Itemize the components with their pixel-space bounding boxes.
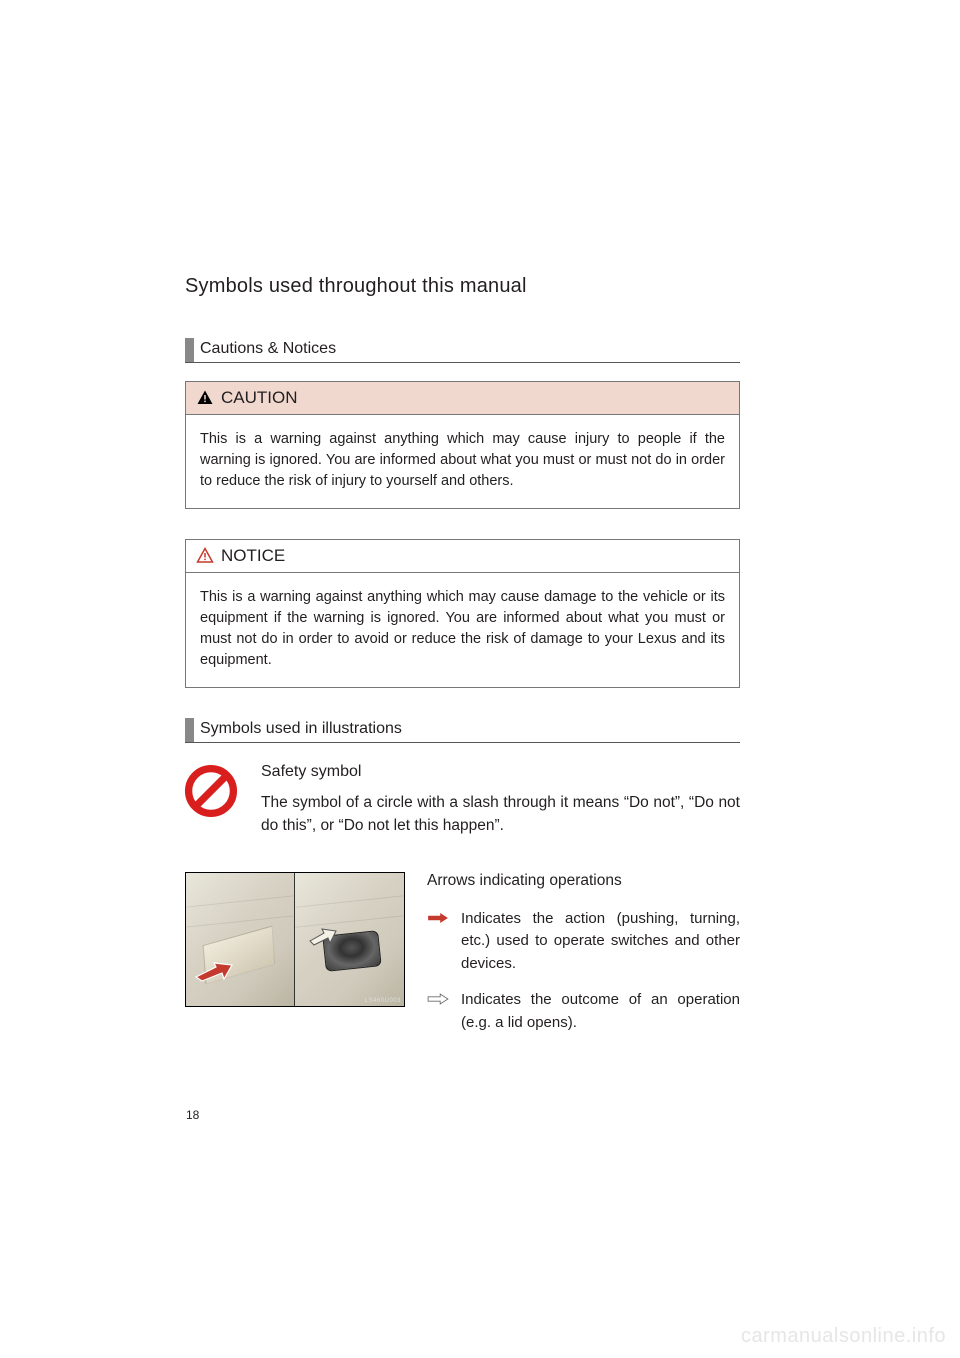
- section-header-bar: [185, 718, 194, 742]
- arrows-text: Arrows indicating operations Indicates t…: [427, 872, 740, 1049]
- arrows-item-text: Indicates the action (pushing, turning, …: [461, 908, 740, 976]
- caution-box-body: This is a warning against anything which…: [186, 415, 739, 508]
- page-title: Symbols used throughout this manual: [185, 275, 740, 298]
- safety-symbol-text: Safety symbol The symbol of a circle wit…: [261, 763, 740, 838]
- prohibit-icon: [185, 763, 239, 838]
- notice-box-body: This is a warning against anything which…: [186, 573, 739, 687]
- solid-arrow-icon: [427, 908, 449, 976]
- arrows-row: LS460U003 Arrows indicating operations I…: [185, 872, 740, 1049]
- arrows-item-text: Indicates the outcome of an operation (e…: [461, 989, 740, 1034]
- outline-arrow-icon: [427, 989, 449, 1034]
- section-header-bar: [185, 338, 194, 362]
- caution-box: CAUTION This is a warning against anythi…: [185, 381, 740, 509]
- arrows-illustration: LS460U003: [185, 872, 405, 1007]
- page-number: 18: [186, 1108, 199, 1122]
- notice-box-header: NOTICE: [186, 540, 739, 573]
- watermark: carmanualsonline.info: [741, 1325, 946, 1348]
- notice-icon: [196, 547, 214, 565]
- section-header-label: Symbols used in illustrations: [200, 718, 740, 742]
- notice-label: NOTICE: [221, 546, 285, 566]
- arrows-item-solid: Indicates the action (pushing, turning, …: [427, 908, 740, 976]
- arrows-title: Arrows indicating operations: [427, 872, 740, 890]
- illustration-code: LS460U003: [365, 998, 401, 1004]
- page-content: Symbols used throughout this manual Caut…: [185, 275, 740, 1048]
- section-header-label: Cautions & Notices: [200, 338, 740, 362]
- illustration-red-arrow-icon: [194, 959, 234, 988]
- safety-symbol-desc: The symbol of a circle with a slash thro…: [261, 791, 740, 838]
- section-header-cautions: Cautions & Notices: [185, 338, 740, 363]
- arrows-item-outline: Indicates the outcome of an operation (e…: [427, 989, 740, 1034]
- safety-symbol-row: Safety symbol The symbol of a circle wit…: [185, 763, 740, 838]
- notice-box: NOTICE This is a warning against anythin…: [185, 539, 740, 688]
- section-header-symbols: Symbols used in illustrations: [185, 718, 740, 743]
- safety-symbol-title: Safety symbol: [261, 763, 740, 781]
- caution-label: CAUTION: [221, 388, 298, 408]
- caution-icon: [196, 389, 214, 407]
- caution-box-header: CAUTION: [186, 382, 739, 415]
- illustration-outline-arrow-icon: [308, 927, 338, 952]
